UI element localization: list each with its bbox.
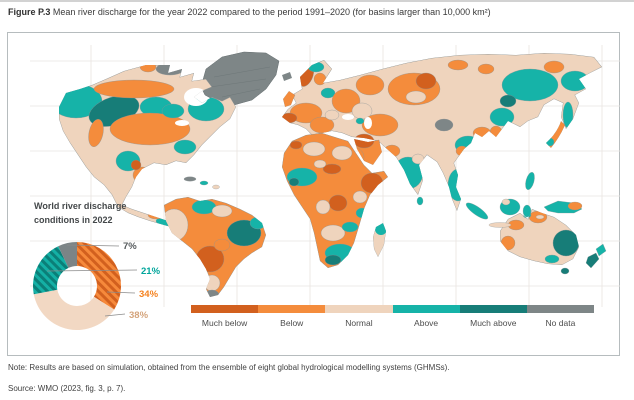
continent-australia: [500, 209, 579, 265]
legend-swatch-much-above: [459, 305, 527, 313]
donut-title-line2: conditions in 2022: [34, 214, 113, 225]
legend-swatch-above: [392, 305, 460, 313]
donut-leader-lines: [46, 244, 138, 317]
islands-new-zealand: [585, 243, 607, 269]
island-madagascar: [373, 223, 386, 257]
donut-title-line1: World river discharge: [34, 201, 127, 211]
legend-label-no-data: No data: [545, 318, 576, 328]
legend-item-much-above: Much above: [459, 305, 527, 328]
figure-frame: World river discharge conditions in 2022…: [7, 32, 620, 356]
figure-title-text: Mean river discharge for the year 2022 c…: [50, 7, 491, 17]
figure-source: Source: WMO (2023, fig. 3, p. 7).: [8, 384, 126, 393]
continent-south-america: [164, 197, 266, 297]
legend-label-normal: Normal: [345, 318, 373, 328]
figure-number: Figure P.3: [8, 7, 51, 17]
donut-chart-title: World river discharge conditions in 2022: [34, 200, 149, 227]
donut-label-below: 34%: [139, 289, 159, 300]
map-legend: Much below Below Normal Above Much above…: [191, 305, 595, 328]
legend-label-much-below: Much below: [201, 318, 248, 328]
legend-label-much-above: Much above: [470, 318, 517, 328]
donut-slice-below: [77, 242, 122, 310]
donut-chart: 7% 21% 34% 38%: [32, 241, 161, 331]
donut-label-no-data: 7%: [123, 241, 137, 252]
legend-item-above: Above: [392, 305, 460, 328]
islands-southeast-asia: [416, 172, 583, 228]
legend-swatch-no-data: [526, 305, 595, 313]
legend-label-above: Above: [414, 318, 439, 328]
legend-item-no-data: No data: [526, 305, 595, 328]
donut-slice-no-data: [58, 242, 77, 268]
figure-title: Figure P.3 Mean river discharge for the …: [8, 7, 628, 17]
legend-swatch-below: [258, 305, 326, 313]
donut-label-normal: 38%: [129, 310, 149, 321]
top-divider: [0, 0, 634, 2]
donut-slice-above: [32, 246, 69, 295]
caribbean-islands: [183, 176, 220, 190]
legend-item-much-below: Much below: [191, 305, 259, 328]
world-map: [30, 45, 620, 307]
donut-label-above: 21%: [141, 266, 161, 277]
continent-greenland: [200, 51, 280, 106]
island-tasmania: [560, 267, 570, 275]
figure-note: Note: Results are based on simulation, o…: [8, 363, 450, 372]
legend-item-normal: Normal: [325, 305, 393, 328]
legend-swatch-normal: [325, 305, 393, 313]
donut-slice-normal: [33, 289, 115, 331]
legend-label-below: Below: [280, 318, 304, 328]
legend-item-below: Below: [258, 305, 326, 328]
legend-swatch-much-below: [191, 305, 259, 313]
